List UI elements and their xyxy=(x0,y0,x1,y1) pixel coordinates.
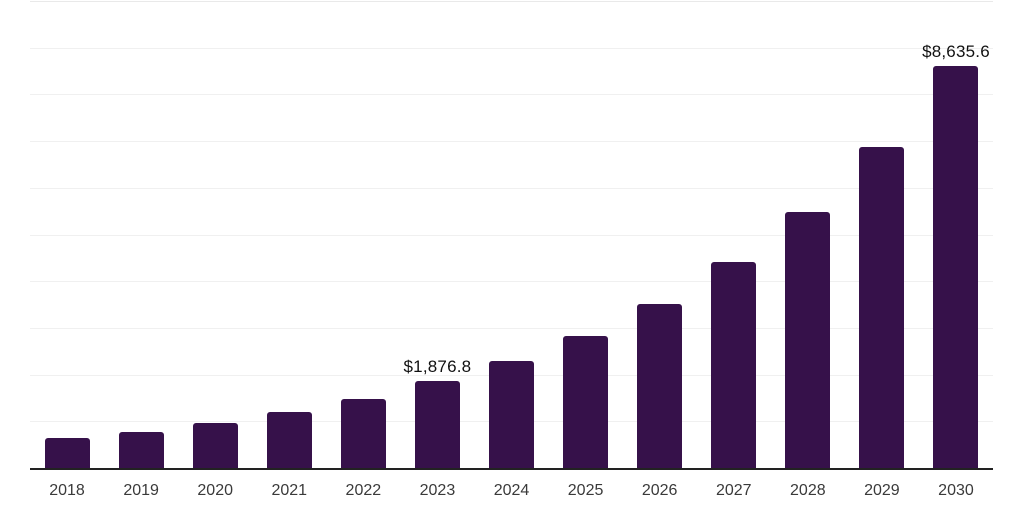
x-axis-label-2030: 2030 xyxy=(938,482,974,499)
bar-slot-2030: $8,635.6 xyxy=(919,2,993,469)
gridline xyxy=(30,187,993,189)
x-axis-label-2026: 2026 xyxy=(641,482,678,499)
bar-value-label-2023: $1,876.8 xyxy=(403,357,472,377)
bar-2026 xyxy=(637,304,683,469)
bar-2030 xyxy=(933,65,979,469)
bar-slot-2018 xyxy=(30,2,104,469)
bar-2018 xyxy=(44,438,90,469)
bar-2029 xyxy=(859,146,905,469)
gridline xyxy=(30,94,993,96)
gridline xyxy=(30,47,993,49)
gridline xyxy=(30,281,993,283)
x-axis-label-2028: 2028 xyxy=(790,482,826,499)
x-axis-label-2025: 2025 xyxy=(567,482,604,499)
plot-top-border xyxy=(30,1,993,2)
bar-2020 xyxy=(192,422,238,469)
bar-2027 xyxy=(711,262,757,469)
bar-2023 xyxy=(414,381,460,469)
x-axis-label-2029: 2029 xyxy=(864,482,900,499)
x-axis-line xyxy=(30,468,993,470)
x-axis-label-2019: 2019 xyxy=(123,482,159,499)
bar-2024 xyxy=(489,360,534,469)
gridline xyxy=(30,234,993,236)
bar-slot-2027 xyxy=(697,2,771,469)
x-axis-label-2018: 2018 xyxy=(49,482,85,499)
x-axis-label-2021: 2021 xyxy=(271,482,308,499)
bar-slot-2020 xyxy=(178,2,252,469)
bar-value-label-2030: $8,635.6 xyxy=(922,41,990,61)
bar-slot-2021 xyxy=(252,2,326,469)
bar-2021 xyxy=(266,411,312,469)
bar-2025 xyxy=(563,336,609,469)
bar-slot-2019 xyxy=(104,2,178,469)
bar-slot-2023: $1,876.8 xyxy=(400,2,474,469)
x-axis-labels: 2018 2019 2020 2021 2022 2023 2024 2025 2026 2027… xyxy=(30,483,993,499)
gridline xyxy=(30,141,993,143)
gridline xyxy=(30,327,993,329)
bar-slot-2022 xyxy=(326,2,400,469)
bar-slot-2024 xyxy=(474,2,548,469)
x-axis-label-2020: 2020 xyxy=(197,482,233,499)
x-axis-label-2027: 2027 xyxy=(715,482,752,499)
x-axis-label-2022: 2022 xyxy=(345,482,382,499)
bar-2028 xyxy=(785,211,831,469)
bar-2019 xyxy=(118,432,164,469)
bar-slot-2028 xyxy=(771,2,845,469)
bar-slot-2026 xyxy=(623,2,697,469)
bars-container: $1,876.8 $8,635.6 xyxy=(30,2,993,469)
x-axis-label-2024: 2024 xyxy=(493,482,530,499)
bar-2022 xyxy=(340,398,386,469)
x-axis-label-2023: 2023 xyxy=(419,482,456,499)
plot-area: $1,876.8 $8,635.6 xyxy=(30,1,993,470)
bar-slot-2029 xyxy=(845,2,919,469)
bar-slot-2025 xyxy=(549,2,623,469)
